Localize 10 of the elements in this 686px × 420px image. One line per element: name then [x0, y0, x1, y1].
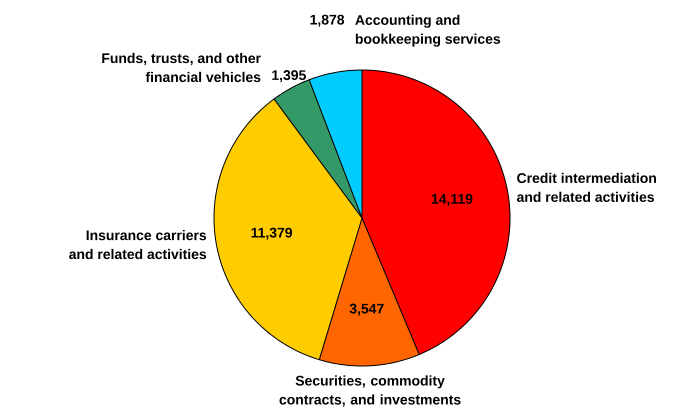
slice-label: Securities, commodity contracts, and investments	[280, 375, 461, 407]
slice-label: Accounting and bookkeeping services	[355, 14, 500, 47]
slice-label: Credit intermediation and related activities	[516, 172, 656, 202]
slice-label: Insurance carriers and related activities	[69, 230, 206, 260]
data-label: 14,119	[432, 194, 472, 206]
data-label: 11,379	[252, 228, 292, 240]
slice-label: Funds, trusts, and other financial vehicles	[102, 52, 261, 82]
data-label: 1,395	[272, 70, 306, 82]
data-label: 3,547	[350, 304, 384, 316]
data-label: 1,878	[310, 14, 344, 27]
